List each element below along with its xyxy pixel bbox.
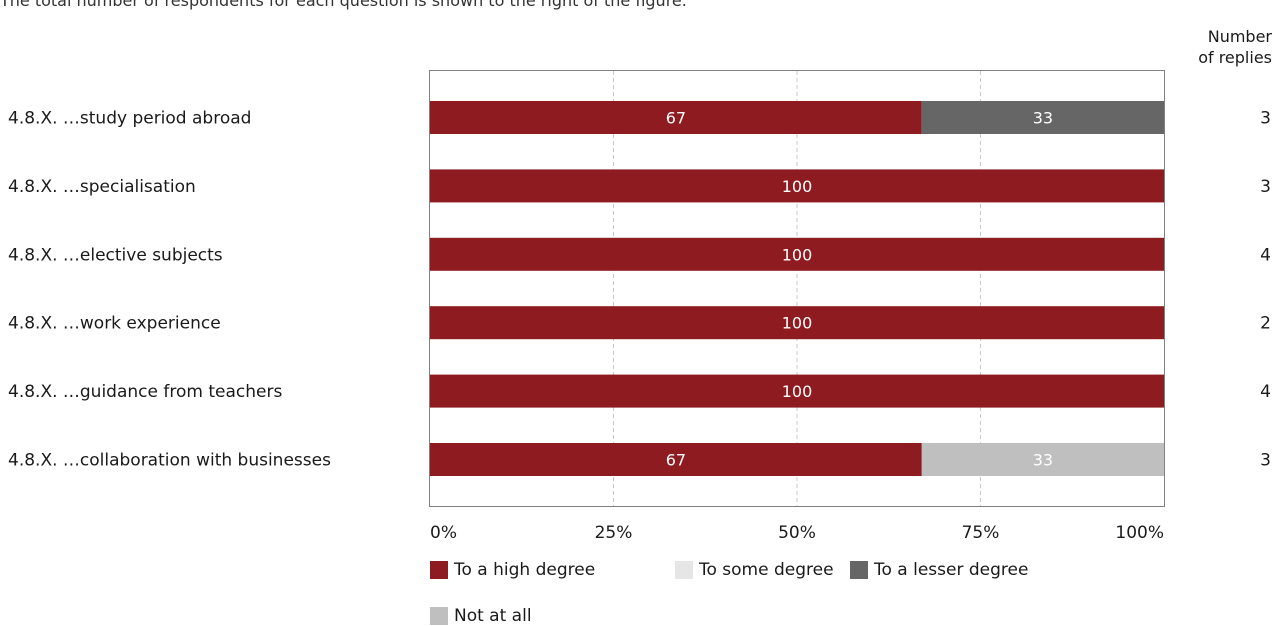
category-label: 4.8.X. …elective subjects: [8, 245, 223, 265]
replies-header-line-1: Number: [1207, 27, 1272, 46]
bar-value-label: 33: [1033, 451, 1053, 470]
legend-item: To a high degree: [430, 560, 595, 580]
bar-value-label: 67: [666, 451, 686, 470]
bar-segment: [430, 374, 1164, 408]
legend-item: Not at all: [430, 606, 532, 626]
x-tick-label: 0%: [430, 523, 457, 543]
reply-count: 4: [1260, 382, 1271, 402]
category-label: 4.8.X. …study period abroad: [8, 109, 251, 129]
bar-value-label: 67: [666, 109, 686, 128]
category-label: 4.8.X. …collaboration with businesses: [8, 451, 331, 471]
bar-value-label: 100: [782, 177, 813, 196]
legend-swatch: [850, 561, 868, 579]
category-labels: 4.8.X. …study period abroad 4.8.X. …speci…: [8, 109, 331, 471]
bars: 67 33 100 100 100 100 67 33: [430, 101, 1164, 476]
legend-label: To a lesser degree: [874, 560, 1029, 580]
legend-label: Not at all: [454, 606, 532, 626]
category-label: 4.8.X. …specialisation: [8, 177, 196, 197]
bar-value-label: 100: [782, 314, 813, 333]
intro-text: The total number of respondents for each…: [0, 0, 687, 10]
replies-header: Number of replies: [1198, 26, 1272, 68]
reply-count: 2: [1260, 314, 1271, 334]
replies-header-line-2: of replies: [1198, 48, 1272, 67]
legend-item: To a lesser degree: [850, 560, 1028, 580]
x-tick-label: 50%: [778, 523, 816, 543]
legend-swatch: [430, 607, 448, 625]
bar-segment: [430, 237, 1164, 271]
bar-segment: [430, 443, 922, 476]
bar-segment: [921, 101, 1164, 134]
bar-value-label: 100: [782, 245, 813, 264]
x-tick-label: 75%: [962, 523, 1000, 543]
category-label: 4.8.X. …work experience: [8, 314, 221, 334]
bar-value-label: 100: [782, 382, 813, 401]
legend-label: To a high degree: [454, 560, 596, 580]
bar-segment: [430, 306, 1164, 340]
reply-count: 3: [1260, 451, 1271, 471]
grid-lines: [613, 71, 981, 506]
legend-swatch: [430, 561, 448, 579]
legend-label: To some degree: [699, 560, 834, 580]
bar-segment: [430, 101, 922, 134]
x-axis-ticks: 0% 25% 50% 75% 100%: [430, 523, 1164, 543]
reply-count: 3: [1260, 109, 1271, 129]
reply-count: 4: [1260, 245, 1271, 265]
plot-frame: [429, 70, 1165, 507]
reply-count: 3: [1260, 177, 1271, 197]
bar-segment: [921, 443, 1164, 476]
legend-item: To some degree: [675, 560, 834, 580]
legend-swatch: [675, 561, 693, 579]
reply-counts: 3 3 4 2 4 3: [1260, 109, 1271, 471]
x-tick-label: 100%: [1115, 523, 1164, 543]
x-tick-label: 25%: [595, 523, 633, 543]
bar-value-label: 33: [1033, 109, 1053, 128]
category-label: 4.8.X. …guidance from teachers: [8, 382, 282, 402]
bar-segment: [430, 169, 1164, 203]
